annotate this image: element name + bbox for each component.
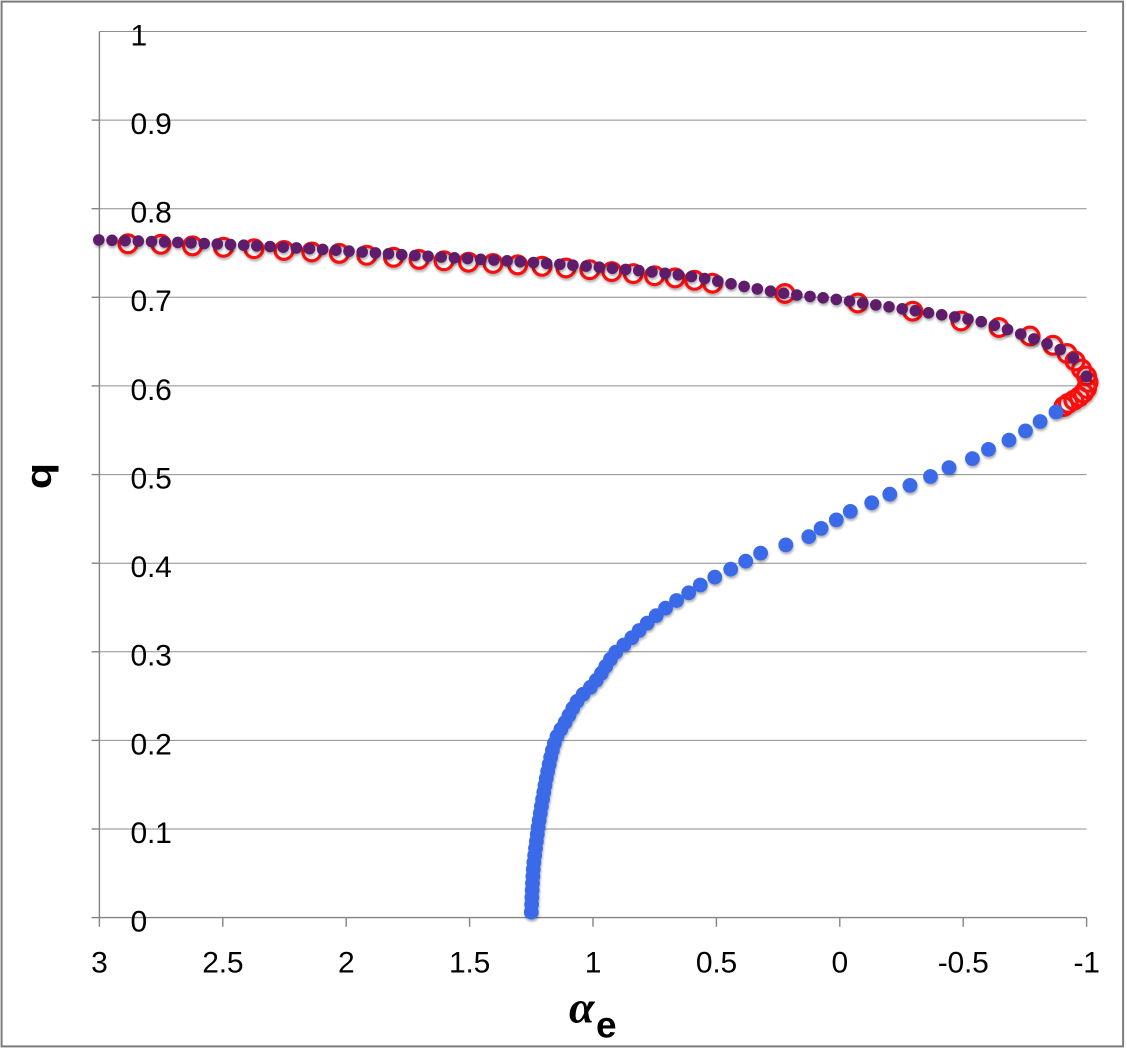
- svg-text:0.6: 0.6: [131, 374, 172, 407]
- svg-text:1: 1: [585, 946, 602, 979]
- svg-text:0.2: 0.2: [131, 728, 172, 761]
- svg-text:2: 2: [338, 946, 355, 979]
- svg-text:0.5: 0.5: [696, 946, 737, 979]
- svg-text:0.3: 0.3: [131, 640, 172, 673]
- svg-text:-1: -1: [1073, 946, 1099, 979]
- svg-text:1: 1: [131, 19, 148, 52]
- svg-text:3: 3: [91, 946, 108, 979]
- svg-text:2.5: 2.5: [202, 946, 243, 979]
- svg-text:0.8: 0.8: [131, 197, 172, 230]
- svg-text:-0.5: -0.5: [938, 946, 989, 979]
- svg-text:0.4: 0.4: [131, 551, 172, 584]
- svg-text:α: α: [569, 982, 596, 1033]
- svg-text:1.5: 1.5: [449, 946, 490, 979]
- svg-text:0.1: 0.1: [131, 817, 172, 850]
- svg-text:q: q: [19, 463, 59, 489]
- svg-text:0.9: 0.9: [131, 108, 172, 141]
- svg-text:e: e: [596, 1005, 617, 1046]
- svg-text:0.5: 0.5: [131, 462, 172, 495]
- svg-text:0.7: 0.7: [131, 285, 172, 318]
- svg-text:0: 0: [832, 946, 849, 979]
- svg-text:0: 0: [131, 906, 148, 939]
